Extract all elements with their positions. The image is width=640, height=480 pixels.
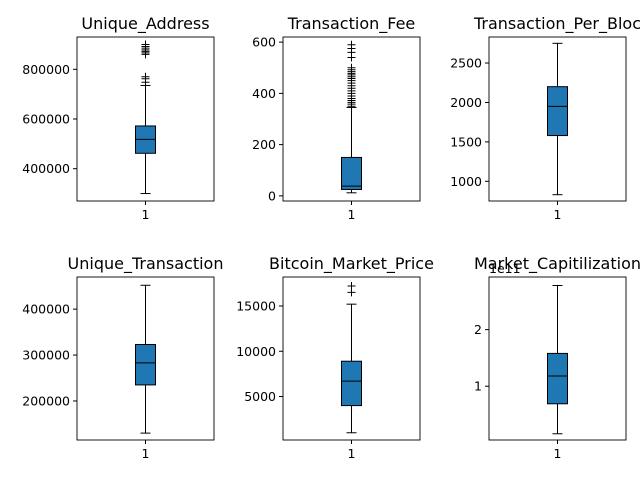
boxplot-marks — [341, 40, 362, 194]
y-tick-label: 400 — [252, 86, 276, 101]
boxplot-marks — [135, 40, 156, 195]
outlier-point — [347, 63, 356, 72]
iqr-box — [547, 352, 568, 405]
y-tick-label: 0 — [268, 188, 276, 203]
iqr-box — [135, 343, 156, 386]
y-tick-label: 10000 — [236, 344, 276, 359]
subplot-5: Bitcoin_Market_Price 5000 10000 15000 1 — [236, 254, 434, 461]
iqr-box — [341, 360, 362, 407]
iqr-box — [547, 86, 568, 137]
outlier-point — [141, 40, 150, 49]
y-tick-label: 15000 — [236, 298, 276, 313]
y-tick-label: 300000 — [22, 348, 70, 363]
boxplot-marks — [547, 42, 568, 196]
iqr-box — [341, 156, 362, 190]
x-tick-label: 1 — [142, 207, 150, 222]
x-tick-label: 1 — [348, 446, 356, 461]
y-tick-label: 200000 — [22, 393, 70, 408]
boxplot-marks — [547, 284, 568, 435]
subplot-title: Unique_Address — [81, 14, 209, 34]
subplot-title: Market_Capitilization — [474, 254, 640, 274]
subplot-3: Transaction_Per_Bloc 1000 1500 2000 2500 1 — [450, 14, 640, 222]
y-tick-label: 800000 — [22, 62, 70, 77]
x-tick-label: 1 — [554, 446, 562, 461]
y-tick-label: 2 — [474, 322, 482, 337]
subplot-title: Unique_Transaction — [68, 254, 224, 274]
subplot-6: Market_Capitilization 1 2 1 1e11 — [474, 254, 640, 461]
y-tick-label: 200 — [252, 137, 276, 152]
offset-label: 1e11 — [489, 261, 521, 276]
y-tick-label: 400000 — [22, 161, 70, 176]
y-tick-label: 1500 — [450, 134, 482, 149]
x-tick-label: 1 — [348, 207, 356, 222]
boxplot-marks — [341, 282, 362, 434]
x-tick-label: 1 — [142, 446, 150, 461]
boxplot-marks — [135, 284, 156, 434]
subplot-2: Transaction_Fee 0 200 400 600 1 — [252, 14, 421, 222]
y-tick-label: 400000 — [22, 302, 70, 317]
y-tick-label: 2000 — [450, 95, 482, 110]
y-tick-label: 1 — [474, 379, 482, 394]
y-tick-label: 600000 — [22, 112, 70, 127]
subplot-1: Unique_Address 400000 600000 800000 1 — [22, 14, 215, 222]
y-tick-label: 1000 — [450, 174, 482, 189]
outlier-point — [141, 72, 150, 81]
outlier-point — [347, 282, 356, 291]
outlier-point — [347, 40, 356, 49]
subplot-title: Bitcoin_Market_Price — [269, 254, 434, 274]
subplot-title: Transaction_Fee — [287, 14, 416, 34]
x-tick-label: 1 — [554, 207, 562, 222]
y-tick-label: 2500 — [450, 56, 482, 71]
subplot-title: Transaction_Per_Bloc — [473, 14, 640, 34]
subplot-4: Unique_Transaction 200000 300000 400000 1 — [22, 254, 223, 461]
y-tick-label: 600 — [252, 35, 276, 50]
y-tick-label: 5000 — [244, 389, 276, 404]
